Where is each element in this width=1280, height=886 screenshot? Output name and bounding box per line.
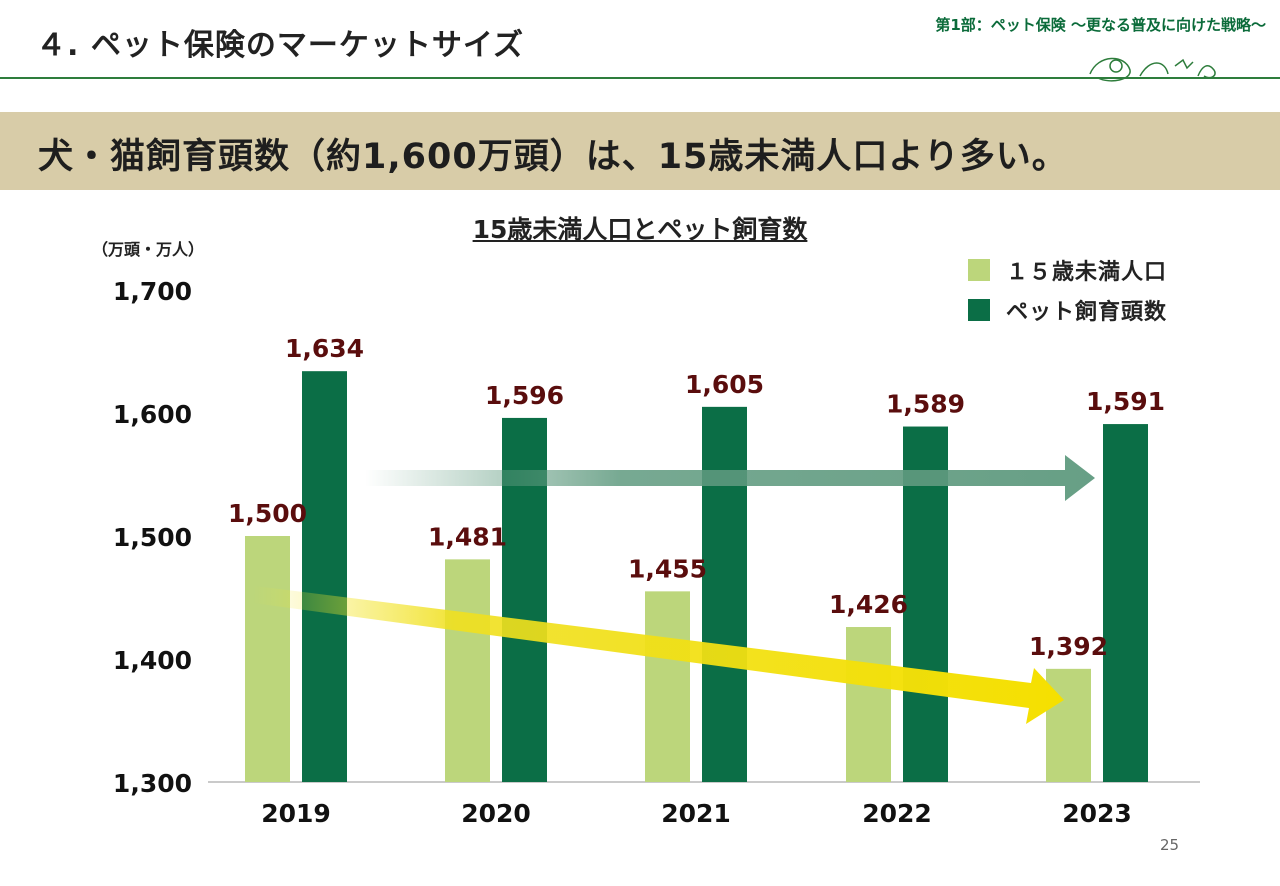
y-tick-label: 1,400 xyxy=(113,646,192,675)
data-label-children: 1,426 xyxy=(829,590,908,619)
bar-pets xyxy=(302,371,347,782)
legend-swatch-pets xyxy=(968,299,990,321)
data-label-pets: 1,591 xyxy=(1086,387,1165,416)
y-tick-label: 1,600 xyxy=(113,400,192,429)
x-tick-label: 2020 xyxy=(461,799,531,828)
data-label-children: 1,455 xyxy=(628,554,707,583)
bar-children xyxy=(445,559,490,782)
bar-children xyxy=(245,536,290,782)
bar-children xyxy=(846,627,891,782)
legend-label-pets: ペット飼育頭数 xyxy=(1006,300,1168,325)
x-tick-label: 2021 xyxy=(661,799,731,828)
legend-label-children: １５歳未満人口 xyxy=(1006,260,1168,285)
data-label-children: 1,392 xyxy=(1029,632,1108,661)
data-label-pets: 1,589 xyxy=(886,390,965,419)
bar-children xyxy=(1046,668,1091,782)
chart-title: 15歳未満人口とペット飼育数 xyxy=(472,215,808,244)
page-title: ４. ペット保険のマーケットサイズ xyxy=(36,28,524,63)
bar-children xyxy=(645,591,690,782)
data-label-pets: 1,605 xyxy=(685,370,764,399)
y-tick-label: 1,700 xyxy=(113,277,192,306)
data-label-children: 1,481 xyxy=(428,522,507,551)
legend-swatch-children xyxy=(968,259,990,281)
y-tick-label: 1,500 xyxy=(113,523,192,552)
x-tick-label: 2022 xyxy=(862,799,932,828)
x-tick-label: 2019 xyxy=(261,799,331,828)
data-label-children: 1,500 xyxy=(228,499,307,528)
legend-item-children: １５歳未満人口 xyxy=(968,250,1167,290)
pet-trend-arrow xyxy=(365,455,1095,501)
legend: １５歳未満人口 ペット飼育頭数 xyxy=(968,250,1167,330)
header-rule xyxy=(0,77,1280,79)
data-label-pets: 1,634 xyxy=(285,334,364,363)
unit-label: （万頭・万人） xyxy=(92,240,205,259)
page-number: 25 xyxy=(1160,836,1180,854)
legend-item-pets: ペット飼育頭数 xyxy=(968,290,1167,330)
bar-pets xyxy=(702,406,747,782)
child-trend-arrow xyxy=(253,586,1064,724)
pet-logo-icon xyxy=(1089,57,1216,82)
section-label: 第1部：ペット保険 ～更なる普及に向けた戦略～ xyxy=(935,16,1266,34)
y-tick-label: 1,300 xyxy=(113,769,192,798)
headline-text: 犬・猫飼育頭数（約1,600万頭）は、15歳未満人口より多い。 xyxy=(38,137,1068,177)
bar-pets xyxy=(1103,424,1148,782)
data-label-pets: 1,596 xyxy=(485,381,564,410)
x-tick-label: 2023 xyxy=(1062,799,1132,828)
headline-banner: 犬・猫飼育頭数（約1,600万頭）は、15歳未満人口より多い。 xyxy=(0,112,1280,190)
